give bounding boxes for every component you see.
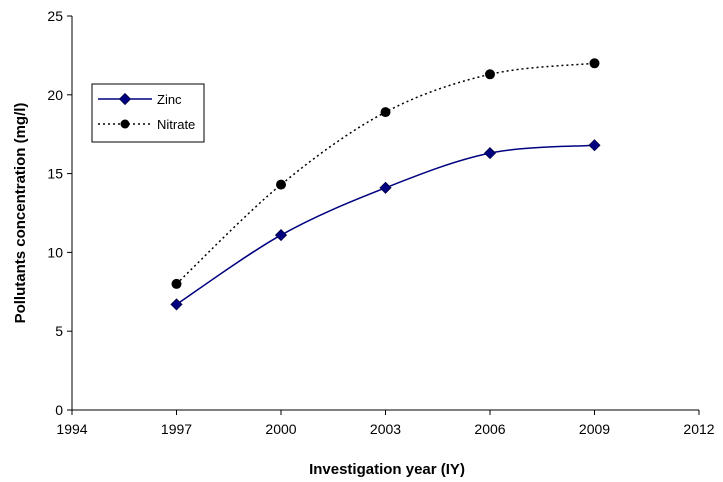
legend-box [91, 83, 205, 143]
x-axis-title: Investigation year (IY) [309, 461, 465, 478]
y-tick-label: 25 [47, 8, 63, 24]
data-point-nitrate [171, 278, 182, 289]
data-point-zinc [274, 228, 288, 242]
data-point-zinc [483, 147, 497, 160]
data-point-nitrate [589, 58, 600, 69]
series-zinc [170, 139, 601, 311]
data-point-zinc [170, 298, 183, 311]
legend: Zinc Nitrate [91, 83, 205, 143]
x-tick-label: 2003 [370, 421, 401, 437]
legend-zinc-marker [118, 92, 132, 106]
x-tick-label: 2006 [474, 421, 505, 437]
x-tick-label: 1997 [161, 421, 192, 437]
x-tick-label: 2009 [579, 421, 610, 437]
series-nitrate [171, 58, 600, 289]
legend-label-nitrate: Nitrate [157, 117, 195, 132]
x-tick-label: 1994 [56, 421, 87, 437]
y-tick-label: 5 [55, 323, 63, 339]
x-tick-label: 2000 [265, 421, 296, 437]
data-point-nitrate [380, 107, 391, 118]
data-point-nitrate [485, 69, 495, 80]
plot-area [72, 16, 699, 410]
x-tick-label: 2012 [683, 421, 714, 437]
y-tick-label: 15 [47, 166, 63, 182]
series-line-nitrate [175, 62, 595, 285]
y-tick-label: 20 [47, 87, 63, 103]
plot-background [72, 16, 699, 410]
legend-nitrate-marker [120, 119, 130, 129]
axes-layer: 1994 1997 2000 2003 2006 2009 2012 0 5 10 15 20 25 [47, 8, 714, 437]
series-layer [170, 58, 601, 311]
y-tick-label: 10 [47, 244, 63, 260]
legend-label-zinc: Zinc [157, 92, 182, 107]
y-axis-title: Pollutants concentration (mg/l) [12, 103, 29, 324]
data-point-nitrate [276, 179, 286, 190]
data-point-zinc [588, 139, 601, 152]
data-point-zinc [379, 181, 392, 194]
y-tick-label: 0 [55, 402, 63, 418]
